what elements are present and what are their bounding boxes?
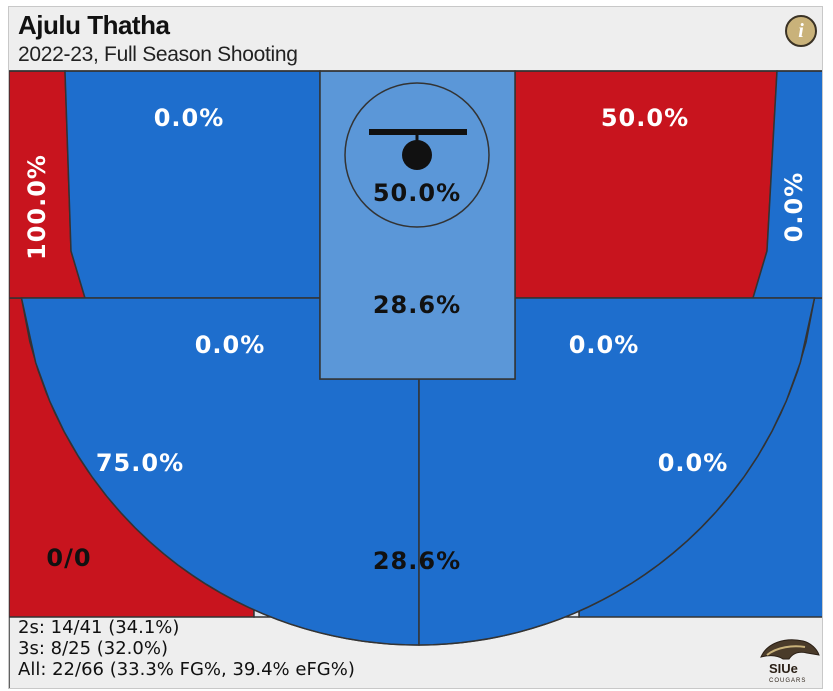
info-icon[interactable]: i bbox=[785, 15, 817, 47]
player-name: Ajulu Thatha bbox=[18, 10, 170, 40]
label-left-wing-three: 75.0% bbox=[96, 449, 184, 477]
cougar-head-icon bbox=[760, 639, 820, 660]
season-subtitle: 2022-23, Full Season Shooting bbox=[18, 43, 298, 66]
label-top-of-key-three: 28.6% bbox=[373, 547, 461, 575]
shot-chart-card: 100.0% 0.0% 50.0% 28.6% 50.0% 0.0% 0.0% 0.0% 75.… bbox=[8, 6, 823, 689]
shooting-summary: 2s: 14/41 (34.1%) 3s: 8/25 (32.0%) All: … bbox=[18, 617, 355, 680]
court-diagram: 100.0% 0.0% 50.0% 28.6% 50.0% 0.0% 0.0% 0.0% 75.… bbox=[9, 70, 822, 688]
threes-stat: 3s: 8/25 (32.0%) bbox=[18, 638, 168, 659]
label-right-baseline-mid-range: 50.0% bbox=[601, 104, 689, 132]
label-paint: 28.6% bbox=[373, 291, 461, 319]
label-left-elbow-mid-range: 0.0% bbox=[195, 331, 266, 359]
siue-cougars-logo: SIUe COUGARS bbox=[760, 639, 820, 684]
label-left-baseline-mid-range: 0.0% bbox=[154, 104, 225, 132]
label-right-corner-three: 0.0% bbox=[780, 172, 808, 243]
zone-left-elbow-mid-range bbox=[20, 297, 420, 646]
label-left-deep-three: 0/0 bbox=[46, 544, 91, 572]
twos-stat: 2s: 14/41 (34.1%) bbox=[18, 617, 180, 638]
logo-text: SIUe bbox=[769, 661, 798, 676]
label-right-wing-three: 0.0% bbox=[658, 449, 729, 477]
label-restricted-area: 50.0% bbox=[373, 179, 461, 207]
all-stat: All: 22/66 (33.3% FG%, 39.4% eFG%) bbox=[18, 659, 355, 680]
logo-subtext: COUGARS bbox=[769, 678, 806, 684]
label-left-corner-three: 100.0% bbox=[23, 154, 51, 260]
hoop-icon bbox=[402, 140, 432, 170]
zone-right-elbow-mid-range bbox=[418, 297, 816, 646]
label-right-elbow-mid-range: 0.0% bbox=[569, 331, 640, 359]
